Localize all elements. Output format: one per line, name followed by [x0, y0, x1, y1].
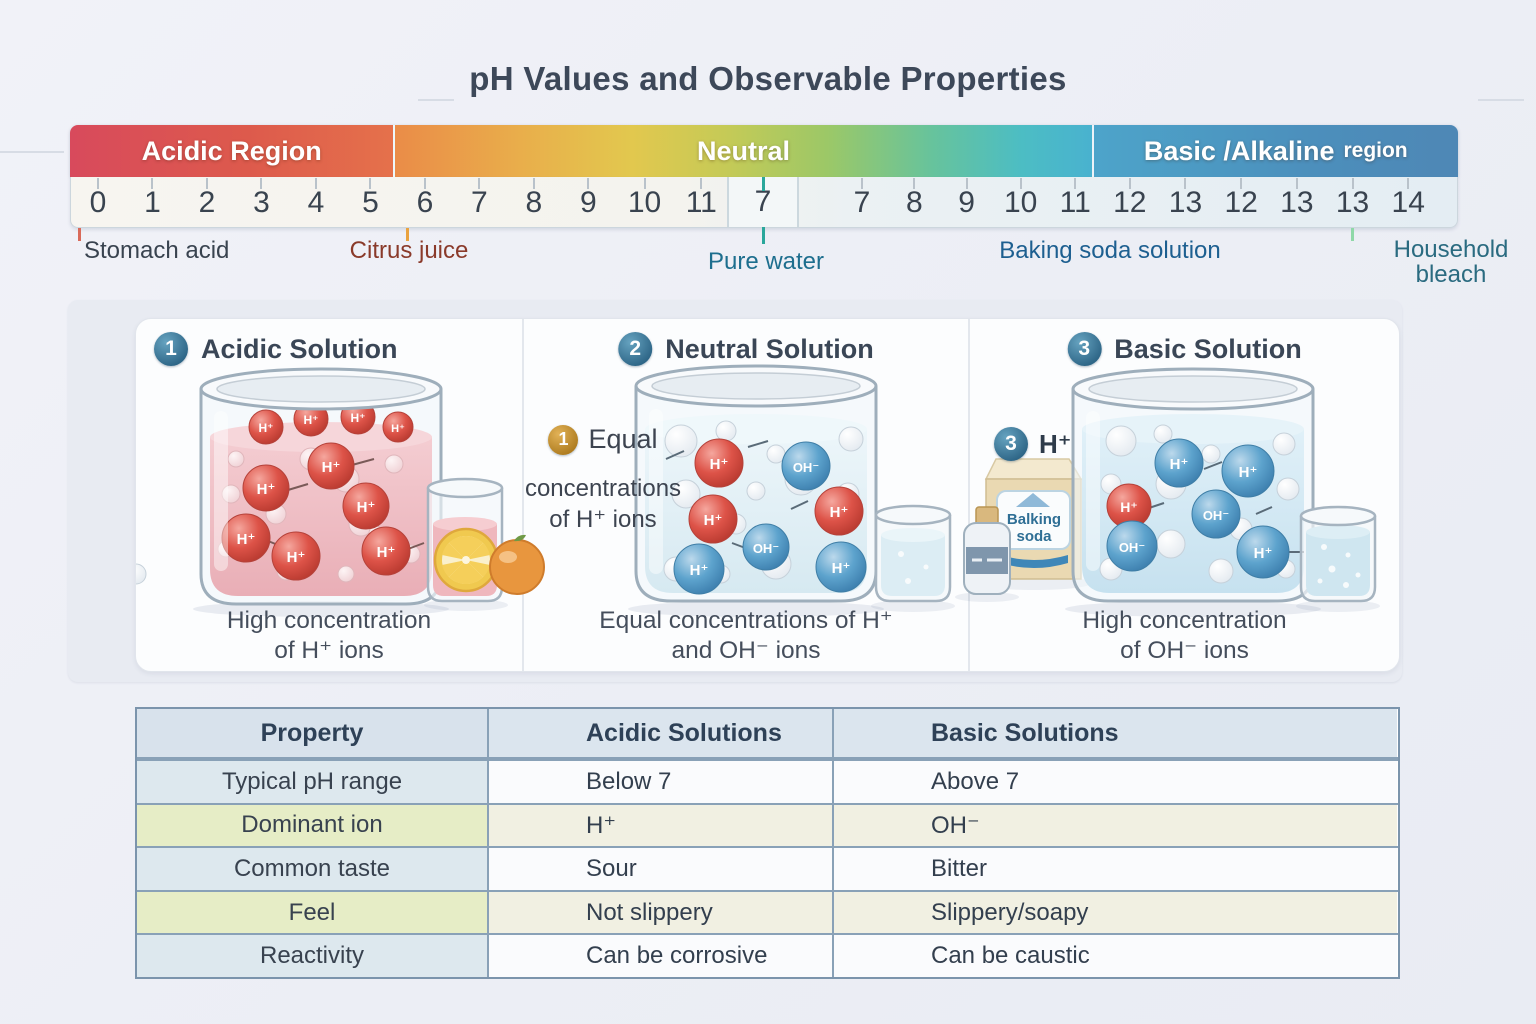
ph-number: 10 — [1004, 177, 1037, 227]
bleach-tick — [1351, 228, 1354, 241]
ph-scale: Acidic Region Neutral Basic /Alkaline re… — [70, 125, 1508, 287]
decorative-rule — [1478, 99, 1524, 101]
panel-basic-solution: 3 Basic Solution 3 H⁺ High concentration… — [968, 319, 1399, 671]
decorative-rule — [418, 99, 454, 101]
properties-table: Property Acidic Solutions Basic Solution… — [135, 707, 1400, 979]
table-row: Feel Not slippery Slippery/soapy — [137, 889, 1398, 934]
cell-basic-value: Above 7 — [834, 761, 1397, 803]
panel-neutral-solution: 2 Neutral Solution 1 Equal concentration… — [522, 319, 968, 671]
cell-property: Typical pH range — [137, 761, 489, 803]
stomach-acid-label: Stomach acid — [84, 237, 230, 264]
ph-scale-bar: Acidic Region Neutral Basic /Alkaline re… — [70, 125, 1458, 177]
region-acidic: Acidic Region — [70, 125, 394, 177]
ph-numbers-left: 0 1 2 3 4 5 6 7 8 9 10 11 — [71, 177, 727, 227]
ph-number: 1 — [137, 177, 167, 227]
panel-caption: Equal concentrations of H⁺ and OH⁻ ions — [599, 607, 893, 665]
ph-number: 13 — [1169, 177, 1202, 227]
household-bleach-label: Household bleach — [1393, 236, 1509, 289]
panel-title: Neutral Solution — [665, 333, 874, 364]
panel-title: Acidic Solution — [201, 333, 398, 364]
table-row: Common taste Sour Bitter — [137, 846, 1398, 890]
solutions-section: H⁺ H⁺ H⁺ H⁺ H⁺ H⁺ H⁺ H⁺ H⁺ H⁺ — [68, 300, 1402, 682]
ph-number: 10 — [628, 177, 661, 227]
region-neutral: Neutral — [393, 125, 1092, 177]
h-plus-annotation: 3 H⁺ — [994, 427, 1072, 461]
baking-soda-label: Baking soda solution — [999, 237, 1221, 264]
table-row: Typical pH range Below 7 Above 7 — [137, 759, 1398, 803]
cell-acidic-value: Can be corrosive — [489, 935, 834, 977]
panel-number-badge: 3 — [1067, 332, 1102, 366]
header-property: Property — [137, 709, 489, 757]
cell-property: Feel — [137, 891, 489, 934]
annotation-badge: 1 — [548, 424, 579, 455]
panel-number-badge: 2 — [618, 332, 653, 366]
ph-number: 9 — [952, 177, 982, 227]
decorative-rule — [0, 151, 64, 153]
region-basic-label: Basic /Alkaline — [1143, 135, 1335, 166]
cell-property: Common taste — [137, 848, 489, 890]
cell-basic-value: Bitter — [834, 848, 1397, 890]
cell-acidic-value: Below 7 — [489, 761, 834, 803]
ph-number: 7 — [464, 177, 494, 227]
panel-number-badge: 1 — [154, 332, 188, 366]
ph-number: 0 — [83, 177, 113, 227]
table-row: Dominant ion H⁺ OH⁻ — [137, 802, 1398, 847]
ph-number: 14 — [1392, 177, 1425, 227]
ph-number: 8 — [899, 177, 929, 227]
cell-acidic-value: Sour — [489, 848, 834, 890]
citrus-juice-label: Citrus juice — [349, 237, 469, 264]
ph-number: 8 — [519, 177, 549, 227]
panel-title: Basic Solution — [1114, 333, 1302, 364]
region-acidic-label: Acidic Region — [141, 135, 322, 166]
ph-numbers-right: 7 8 9 10 11 12 13 12 13 13 14 — [799, 177, 1457, 227]
ph-number: 9 — [573, 177, 603, 227]
ph-number-strip: 0 1 2 3 4 5 6 7 8 9 10 11 7 7 8 9 10 11 12 13 12 13 13 14 — [70, 177, 1458, 244]
ph-number-neutral-7: 7 — [727, 177, 799, 244]
stomach-acid-tick — [78, 228, 81, 241]
ph-number: 11 — [686, 177, 717, 227]
solutions-card: H⁺ H⁺ H⁺ H⁺ H⁺ H⁺ H⁺ H⁺ H⁺ H⁺ — [135, 318, 1400, 672]
panel-acidic-solution: 1 Acidic Solution High concentration of … — [136, 319, 522, 671]
page-title: pH Values and Observable Properties — [469, 60, 1067, 97]
cell-acidic-value: H⁺ — [489, 804, 834, 847]
ph-number: 11 — [1060, 177, 1091, 227]
region-neutral-label: Neutral — [696, 135, 790, 166]
ph-number: 5 — [355, 177, 385, 227]
cell-basic-value: Slippery/soapy — [834, 891, 1397, 934]
table-header-row: Property Acidic Solutions Basic Solution… — [137, 709, 1398, 759]
region-basic: Basic /Alkaline region — [1091, 125, 1458, 177]
cell-basic-value: OH⁻ — [834, 804, 1397, 847]
cell-property: Dominant ion — [137, 804, 489, 847]
ph-number: 12 — [1113, 177, 1146, 227]
header-basic: Basic Solutions — [834, 709, 1397, 757]
pure-water-label: Pure water — [707, 248, 825, 275]
cell-basic-value: Can be caustic — [834, 935, 1397, 977]
panel-caption: High concentration of OH⁻ ions — [1082, 607, 1287, 665]
region-basic-sublabel: region — [1343, 139, 1408, 162]
ph-number: 3 — [246, 177, 276, 227]
annotation-badge: 3 — [994, 427, 1028, 461]
ph-number: 13 — [1280, 177, 1314, 227]
cell-property: Reactivity — [137, 935, 489, 977]
citrus-juice-tick — [406, 228, 409, 241]
ph-number: 13 — [1336, 177, 1369, 227]
header-acidic: Acidic Solutions — [489, 709, 834, 757]
ph-number: 7 — [847, 177, 877, 227]
ph-number: 12 — [1224, 177, 1258, 227]
ph-number: 6 — [410, 177, 440, 227]
table-row: Reactivity Can be corrosive Can be caust… — [137, 933, 1398, 977]
ph-number: 2 — [192, 177, 222, 227]
equal-concentration-annotation: 1 Equal concentrations of H⁺ ions — [524, 424, 682, 534]
table-body: Typical pH range Below 7 Above 7 Dominan… — [137, 759, 1398, 977]
cell-acidic-value: Not slippery — [489, 891, 834, 934]
panel-caption: High concentration of H⁺ ions — [226, 607, 432, 665]
ph-number: 4 — [301, 177, 331, 227]
